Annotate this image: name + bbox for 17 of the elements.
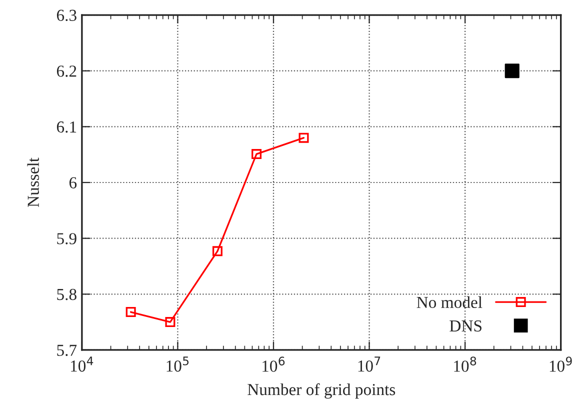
y-tick-label: 6 [69, 177, 77, 188]
y-tick-label: 5.7 [57, 344, 77, 356]
legend-label: No model [416, 296, 482, 308]
x-tick-label: 10$^{7}$ [358, 356, 380, 372]
x-tick-label: 10$^{5}$ [166, 356, 189, 372]
x-tick-label: 10$^{6}$ [262, 356, 285, 372]
x-tick-label: 10$^{9}$ [550, 356, 572, 372]
y-tick-label: 6.3 [56, 10, 76, 22]
y-axis-title: Nusselt [27, 158, 39, 208]
y-tick-label: 5.8 [57, 288, 76, 300]
y-tick-label: 6.2 [56, 66, 76, 77]
x-tick-label: 10$^{8}$ [454, 356, 476, 372]
y-tick-label: 5.9 [57, 233, 76, 244]
y-tick-label: 6.1 [56, 121, 76, 133]
x-tick-label: 10$^{4}$ [70, 356, 94, 372]
x-axis-title: Number of grid points [248, 383, 396, 399]
legend-label: DNS [450, 320, 482, 332]
